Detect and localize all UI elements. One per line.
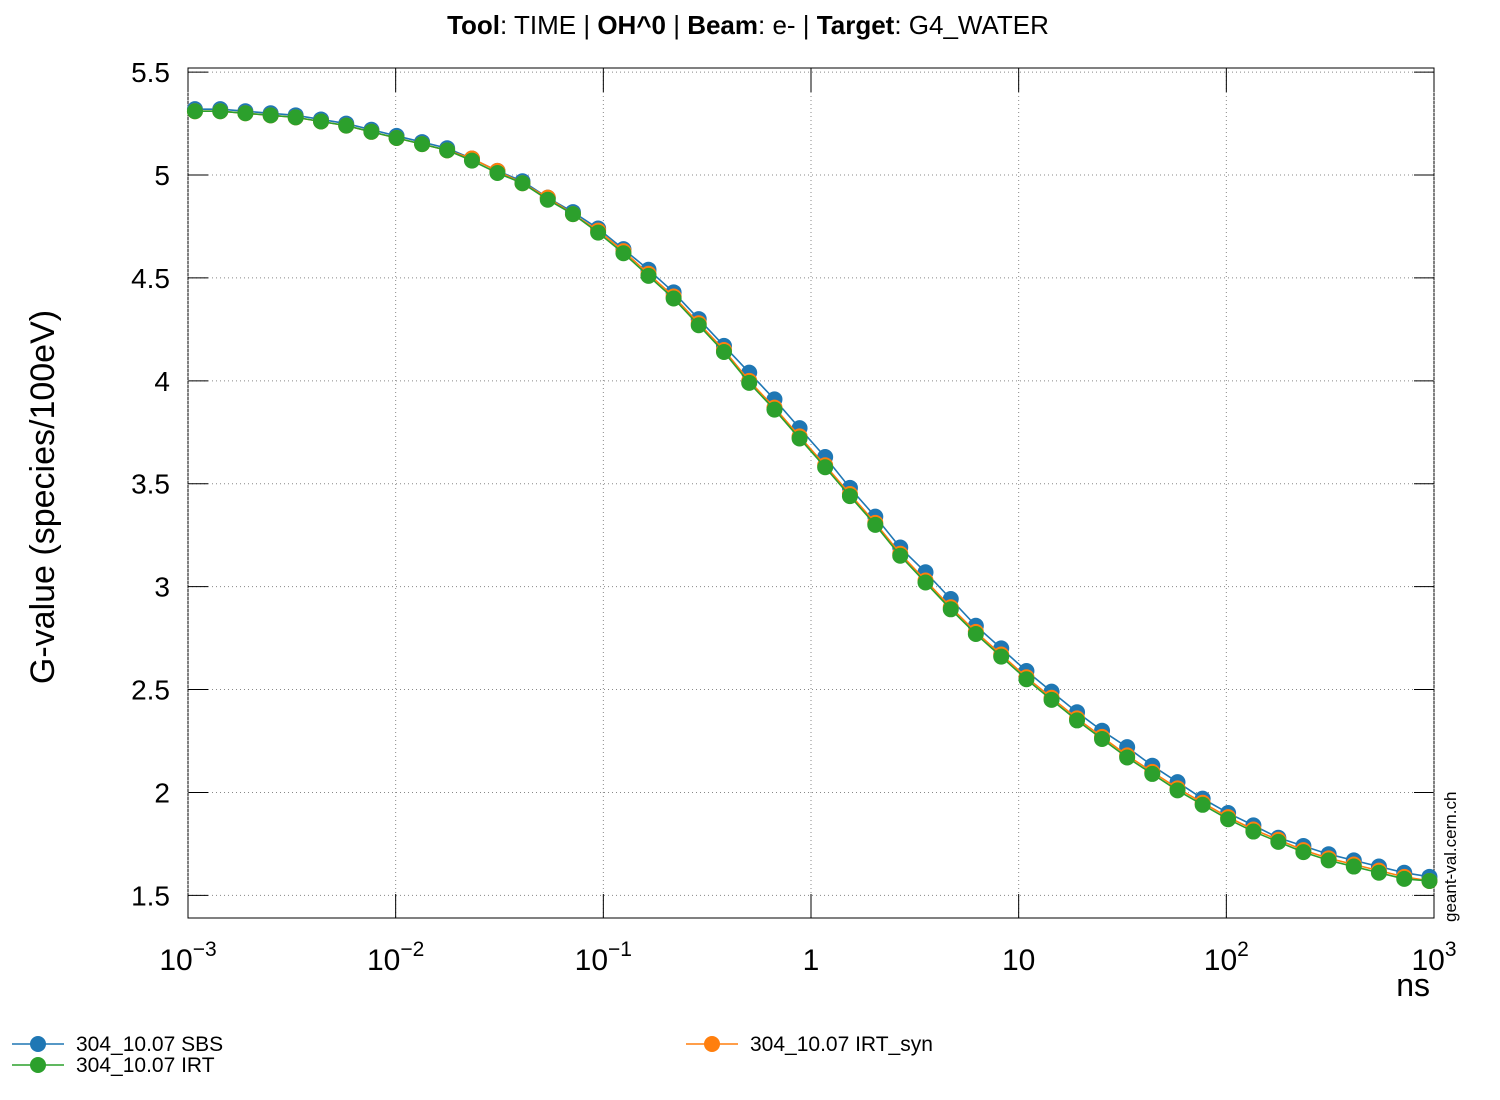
- x-tick-label: 10−3: [159, 938, 216, 977]
- series-line: [194, 110, 1430, 882]
- data-point: [791, 430, 808, 447]
- data-point: [564, 206, 581, 223]
- x-tick-label: 10: [1002, 944, 1035, 977]
- data-point: [942, 601, 959, 618]
- y-tick-label: 4.5: [131, 263, 170, 294]
- data-point: [287, 109, 304, 126]
- x-tick-exponent: 2: [1237, 938, 1249, 961]
- y-tick-label: 4: [154, 366, 170, 397]
- y-axis-label: G-value (species/100eV): [24, 310, 62, 684]
- title-part: : e- |: [758, 10, 817, 40]
- legend-marker: [30, 1036, 46, 1052]
- data-point: [867, 516, 884, 533]
- title-part: |: [666, 10, 687, 40]
- x-tick-exponent: −3: [193, 938, 217, 961]
- title-part: OH^0: [597, 10, 666, 40]
- data-point: [1370, 864, 1387, 881]
- data-point: [1295, 844, 1312, 861]
- legend-marker: [30, 1057, 46, 1073]
- data-point: [1345, 858, 1362, 875]
- x-tick-base: 10: [1411, 944, 1444, 977]
- y-tick-label: 5.5: [131, 57, 170, 88]
- x-tick-exponent: 3: [1445, 938, 1457, 961]
- x-tick-base: 10: [1204, 944, 1237, 977]
- data-point: [615, 245, 632, 262]
- data-point: [414, 136, 431, 153]
- title-part: : G4_WATER: [894, 10, 1049, 40]
- data-point: [463, 152, 480, 169]
- data-point: [313, 113, 330, 130]
- watermark: geant-val.cern.ch: [1441, 792, 1460, 922]
- data-point: [665, 290, 682, 307]
- title-part: : TIME |: [500, 10, 597, 40]
- x-tick-base: 10: [367, 944, 400, 977]
- x-tick-exponent: −1: [608, 938, 632, 961]
- data-point: [892, 547, 909, 564]
- title-part: Tool: [447, 10, 500, 40]
- data-point: [1119, 749, 1136, 766]
- data-point: [1220, 811, 1237, 828]
- x-tick-label: 102: [1204, 938, 1249, 977]
- y-tick-label: 3.5: [131, 469, 170, 500]
- data-point: [1421, 872, 1438, 889]
- data-point: [1194, 796, 1211, 813]
- data-point: [338, 117, 355, 134]
- data-point: [967, 625, 984, 642]
- x-tick-base: 10: [159, 944, 192, 977]
- data-point: [489, 164, 506, 181]
- data-point: [766, 401, 783, 418]
- legend-label: 304_10.07 IRT: [76, 1054, 215, 1077]
- data-point: [1069, 712, 1086, 729]
- data-point: [237, 105, 254, 122]
- data-point: [1018, 671, 1035, 688]
- data-point: [690, 317, 707, 334]
- title-part: Beam: [687, 10, 758, 40]
- data-point: [1043, 691, 1060, 708]
- data-point: [514, 175, 531, 192]
- data-point: [388, 129, 405, 146]
- y-tick-label: 2: [154, 777, 170, 808]
- x-tick-label: 103: [1411, 938, 1456, 977]
- x-tick-exponent: −2: [400, 938, 424, 961]
- data-point: [363, 123, 380, 140]
- data-point: [1245, 823, 1262, 840]
- data-point: [993, 648, 1010, 665]
- data-point: [439, 142, 456, 159]
- data-point: [640, 267, 657, 284]
- data-point: [590, 224, 607, 241]
- y-tick-label: 3: [154, 572, 170, 603]
- series-line: [194, 108, 1430, 878]
- title-part: Target: [817, 10, 895, 40]
- y-tick-label: 5: [154, 160, 170, 191]
- legend-marker: [704, 1036, 720, 1052]
- y-tick-label: 1.5: [131, 880, 170, 911]
- x-axis-label: ns: [1396, 967, 1430, 1003]
- plot-frame: [187, 67, 1435, 919]
- data-point: [817, 459, 834, 476]
- data-point: [1396, 870, 1413, 887]
- data-point: [1144, 765, 1161, 782]
- data-point: [539, 191, 556, 208]
- data-point: [262, 107, 279, 124]
- x-tick-base: 10: [575, 944, 608, 977]
- data-point: [1094, 730, 1111, 747]
- x-tick-label: 1: [803, 944, 820, 977]
- y-tick-label: 2.5: [131, 675, 170, 706]
- legend-label: 304_10.07 IRT_syn: [750, 1033, 933, 1056]
- data-point: [186, 103, 203, 120]
- x-tick-label: 10−2: [367, 938, 424, 977]
- data-point: [841, 488, 858, 505]
- series-line: [194, 110, 1430, 882]
- data-point: [917, 574, 934, 591]
- legend-label: 304_10.07 SBS: [76, 1033, 223, 1056]
- data-point: [715, 344, 732, 361]
- x-tick-label: 10−1: [575, 938, 632, 977]
- data-point: [1169, 782, 1186, 799]
- chart-title: Tool: TIME | OH^0 | Beam: e- | Target: G…: [447, 10, 1049, 40]
- data-point: [1270, 833, 1287, 850]
- data-point: [212, 103, 229, 120]
- data-point: [741, 374, 758, 391]
- data-point: [1320, 852, 1337, 869]
